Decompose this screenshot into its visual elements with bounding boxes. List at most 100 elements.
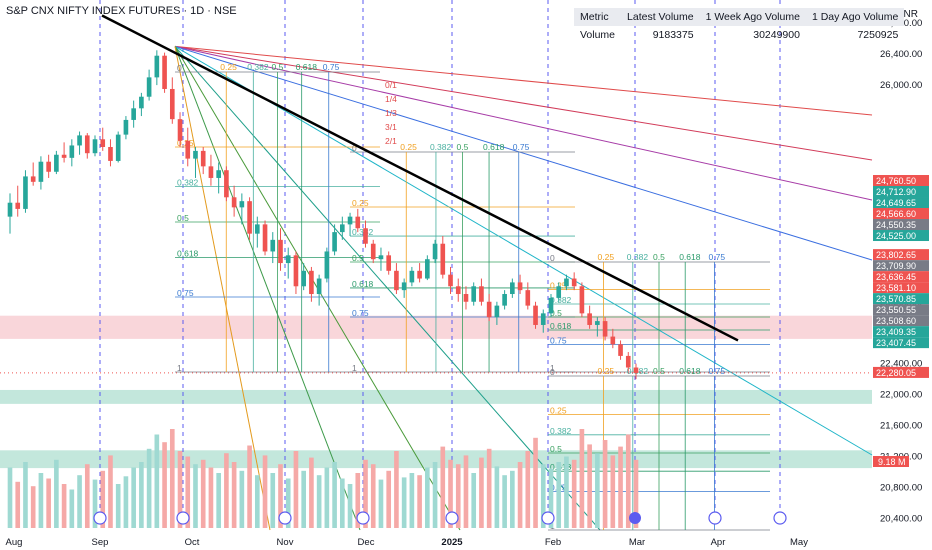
- candle-body: [15, 202, 21, 209]
- volume-bar: [517, 462, 523, 528]
- volume-bar: [324, 467, 330, 528]
- volume-bar: [587, 444, 592, 528]
- y-axis-tick-label: 20,800.00: [880, 482, 922, 493]
- volume-bar: [633, 459, 639, 528]
- volume-bar: [471, 473, 477, 528]
- chart-title: S&P CNX NIFTY INDEX FUTURES · 1D · NSE: [6, 5, 237, 17]
- price-label: 23,570.85: [876, 294, 916, 304]
- event-marker-icon: [629, 512, 641, 524]
- x-axis-tick-label: Apr: [711, 537, 726, 548]
- fib-level-label: 0.25: [352, 198, 369, 208]
- candle-body: [355, 216, 361, 229]
- candle-body: [548, 297, 554, 314]
- price-label: 24,649.65: [876, 198, 916, 208]
- x-axis-tick-label: Dec: [358, 537, 375, 548]
- volume-bar: [571, 459, 577, 528]
- fib-time-label: 0.75: [709, 366, 726, 376]
- fib-time-label: 0.618: [483, 142, 505, 152]
- candle-body: [162, 55, 167, 89]
- candle-body: [332, 232, 337, 252]
- volume-bar: [200, 459, 206, 528]
- candle-body: [448, 274, 453, 287]
- event-marker-icon: [93, 511, 107, 525]
- x-axis-tick-label: Mar: [629, 537, 645, 548]
- candle-body: [46, 161, 51, 172]
- candle-body: [363, 228, 368, 244]
- candle-body: [262, 224, 268, 252]
- candle-body: [154, 55, 160, 78]
- candle-body: [200, 150, 206, 167]
- volume-bar: [401, 477, 407, 528]
- volume-bar: [394, 451, 399, 528]
- volume-bar: [216, 473, 221, 528]
- volume-bar: [494, 466, 500, 528]
- volume-bar: [340, 478, 345, 528]
- fib-time-label: 0.382: [247, 62, 269, 72]
- volume-bar: [23, 462, 28, 528]
- candle-body: [139, 96, 144, 109]
- candle-body: [208, 166, 214, 178]
- volume-label: 9.18 M: [878, 457, 906, 467]
- price-label: 24,525.00: [876, 231, 916, 241]
- volume-bar: [386, 470, 392, 528]
- candle-body: [231, 197, 237, 208]
- candle-body: [7, 202, 13, 217]
- price-label: 22,280.05: [876, 368, 916, 378]
- candle-body: [185, 140, 191, 159]
- volume-table: Metric Latest Volume 1 Week Ago Volume 1…: [574, 8, 905, 44]
- candle-body: [378, 255, 384, 260]
- price-label-box: [873, 366, 929, 378]
- volume-bar: [123, 476, 129, 528]
- candle-body: [108, 147, 113, 161]
- x-axis-tick-label: 2025: [441, 537, 463, 548]
- volume-bar: [409, 473, 415, 528]
- candle-body: [494, 305, 500, 318]
- candle-body: [401, 282, 407, 291]
- event-marker-icon: [176, 511, 190, 525]
- candle-body: [278, 239, 283, 264]
- price-label-box: [873, 315, 929, 327]
- price-label-box: [873, 293, 929, 305]
- fib-level-label: 0.382: [550, 426, 572, 436]
- volume-bar: [316, 475, 322, 528]
- price-label: 23,581.10: [876, 283, 916, 293]
- x-axis-tick-label: Sep: [92, 537, 109, 548]
- candle-body: [625, 355, 631, 368]
- fib-level-label: 0.382: [550, 295, 572, 305]
- fib-level-label: 0.75: [352, 308, 369, 318]
- volume-bar: [185, 456, 191, 528]
- volume-table-cell: Volume: [580, 29, 616, 41]
- price-label-box: [873, 304, 929, 316]
- price-label: 23,409.35: [876, 327, 916, 337]
- fib-level-label: 1: [177, 363, 182, 373]
- price-label-box: [873, 230, 929, 242]
- y-axis-tick-label: 26,400.00: [880, 49, 922, 60]
- zone-support-2: [0, 450, 872, 469]
- volume-bar: [579, 429, 585, 528]
- x-axis-tick-label: Feb: [545, 537, 561, 548]
- candle-body: [54, 154, 59, 172]
- fib-level-label: 0.5: [352, 253, 364, 263]
- fib-time-label: 0.5: [653, 366, 665, 376]
- fib-level-label: 0: [550, 253, 555, 263]
- candle-body: [440, 243, 446, 275]
- volume-bar: [625, 434, 631, 528]
- candle-body: [510, 282, 515, 295]
- candle-body: [610, 336, 616, 345]
- x-axis-tick-label: Oct: [185, 537, 200, 548]
- price-label-box: [873, 260, 929, 272]
- price-label-box: [873, 271, 929, 283]
- fib-time-label: 0.382: [430, 142, 452, 152]
- candle-body: [77, 135, 82, 146]
- volume-bar: [61, 484, 67, 528]
- volume-bar: [46, 478, 51, 528]
- price-label: 24,566.60: [876, 209, 916, 219]
- volume-bar: [285, 478, 291, 528]
- fib-level-label: 0.618: [550, 321, 572, 331]
- volume-bar: [301, 470, 306, 528]
- volume-bar: [293, 451, 299, 528]
- volume-table-cell: 30249900: [753, 29, 800, 41]
- candle-body: [455, 286, 461, 295]
